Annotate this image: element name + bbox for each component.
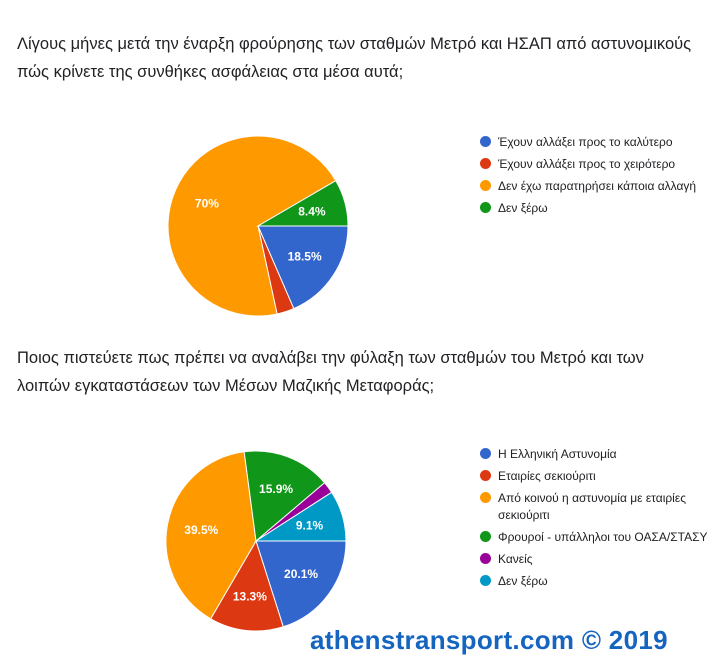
legend-label: Από κοινού η αστυνομία με εταιρίες σεκιο… [498, 491, 686, 522]
legend-label: Δεν ξέρω [498, 201, 548, 215]
slice-label-2-2: 39.5% [184, 523, 218, 537]
legend-swatch [480, 180, 491, 191]
slice-label-2-5: 9.1% [296, 518, 324, 532]
legend-label: Η Ελληνική Αστυνομία [498, 447, 617, 461]
pie-slice-2-2 [165, 451, 257, 620]
legend-item: Έχουν αλλάξει προς το χειρότερο [480, 156, 696, 173]
legend-label: Δεν ξέρω [498, 574, 548, 588]
legend-item: Η Ελληνική Αστυνομία [480, 446, 710, 463]
pie-slice-1-3 [256, 179, 349, 227]
legend-item: Δεν έχω παρατηρήσει κάποια αλλαγή [480, 178, 696, 195]
slice-label-1-2: 70% [195, 197, 219, 211]
legend-item: Έχουν αλλάξει προς το καλύτερο [480, 134, 696, 151]
legend-chart-1: Έχουν αλλάξει προς το καλύτερο Έχουν αλλά… [480, 134, 696, 222]
footer-watermark: athenstransport.com © 2019 [310, 625, 668, 655]
pie-slice-2-5 [254, 491, 347, 542]
legend-label: Εταιρίες σεκιούριτι [498, 469, 596, 483]
legend-label: Φρουροί - υπάλληλοι του ΟΑΣΑ/ΣΤΑΣΥ [498, 530, 708, 544]
legend-label: Κανείς [498, 552, 533, 566]
legend-swatch [480, 136, 491, 147]
legend-item: Εταιρίες σεκιούριτι [480, 468, 710, 485]
pie-slice-1-2 [167, 135, 337, 317]
slice-label-2-3: 15.9% [259, 482, 293, 496]
legend-chart-2: Η Ελληνική Αστυνομία Εταιρίες σεκιούριτι Α… [480, 446, 710, 595]
slice-label-1-0: 18.5% [288, 250, 322, 264]
legend-item: Φρουροί - υπάλληλοι του ΟΑΣΑ/ΣΤΑΣΥ [480, 529, 710, 546]
pie-slice-1-0 [257, 225, 349, 310]
legend-label: Έχουν αλλάξει προς το χειρότερο [498, 157, 676, 171]
question-1-title: Λίγους μήνες μετά την έναρξη φρούρησης τ… [17, 35, 692, 81]
slice-label-2-1: 13.3% [233, 589, 267, 603]
legend-swatch [480, 470, 491, 481]
legend-swatch [480, 202, 491, 213]
legend-swatch [480, 575, 491, 586]
question-2-title: Ποιος πιστεύετε πως πρέπει να αναλάβει τ… [17, 349, 644, 395]
pie-slice-2-1 [209, 539, 284, 632]
legend-swatch [480, 492, 491, 503]
slice-label-1-3: 8.4% [298, 204, 326, 218]
pie-slice-2-0 [255, 540, 347, 628]
legend-label: Δεν έχω παρατηρήσει κάποια αλλαγή [498, 179, 697, 193]
slice-label-2-0: 20.1% [284, 567, 318, 581]
legend-swatch [480, 553, 491, 564]
legend-swatch [480, 448, 491, 459]
legend-label: Έχουν αλλάξει προς το καλύτερο [498, 135, 673, 149]
legend-item: Δεν ξέρω [480, 573, 710, 590]
pie-slice-2-3 [243, 450, 326, 542]
legend-swatch [480, 531, 491, 542]
legend-item: Από κοινού η αστυνομία με εταιρίες σεκιο… [480, 490, 710, 524]
legend-swatch [480, 158, 491, 169]
legend-item: Κανείς [480, 551, 710, 568]
legend-item: Δεν ξέρω [480, 200, 696, 217]
